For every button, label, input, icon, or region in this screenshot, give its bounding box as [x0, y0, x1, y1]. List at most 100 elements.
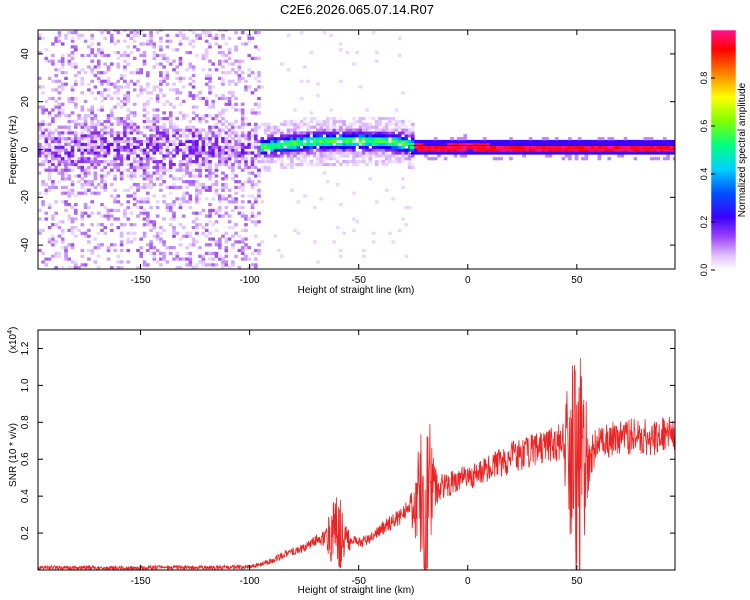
spectrogram-cell	[41, 151, 45, 155]
spectrogram-cell	[60, 85, 65, 89]
spectrogram-cell	[103, 180, 107, 184]
spectrogram-cell	[165, 185, 170, 189]
spectrogram-cell	[168, 223, 173, 227]
spectrogram-cell	[280, 160, 284, 164]
spectrogram-cell	[358, 119, 363, 124]
spectrogram-cell	[296, 128, 301, 132]
spectrogram-cell	[244, 217, 248, 221]
spectrogram-cell	[411, 134, 415, 138]
spectrogram-cell	[70, 260, 75, 264]
spectrogram-cell	[64, 151, 68, 155]
spectrogram-cell	[234, 148, 238, 152]
spectrogram-cell	[162, 154, 166, 158]
spectrogram-cell	[290, 122, 294, 126]
spectrogram-cell	[38, 122, 42, 126]
spectrogram-cell	[139, 251, 143, 255]
spectrogram-cell	[100, 31, 104, 35]
spectrogram-cell	[165, 82, 170, 86]
spectrogram-cell	[188, 162, 193, 167]
spectrogram-cell	[77, 117, 81, 121]
spectrogram-cell	[584, 145, 589, 149]
spectrogram-cell	[51, 145, 55, 149]
spectrogram-cell	[378, 154, 382, 158]
spectrogram-cell	[247, 177, 251, 181]
spectrogram-cell	[283, 151, 287, 155]
spectrogram-cell	[322, 125, 327, 129]
spectrogram-cell	[218, 197, 222, 201]
spectrogram-cell	[555, 148, 559, 152]
spectrogram-cell	[414, 145, 418, 149]
snr-y-tick-label: 0.4	[20, 489, 31, 503]
spectrogram-cell	[224, 246, 229, 250]
spectrogram-cell	[404, 142, 409, 146]
spectrogram-cell	[227, 139, 232, 144]
spectrogram-cell	[653, 139, 657, 144]
spectrogram-cell	[96, 243, 101, 247]
spectrogram-cell	[430, 145, 435, 149]
spectrogram-cell	[447, 148, 451, 152]
spectrogram-cell	[191, 134, 196, 138]
spectrogram-cell	[597, 157, 602, 161]
spectrogram-cell	[142, 168, 147, 172]
spectrogram-cell	[64, 177, 68, 181]
spectrogram-cell	[424, 145, 428, 149]
spectrogram-cell	[489, 148, 494, 152]
spectrogram-cell	[240, 134, 245, 138]
spectrogram-cell	[375, 154, 379, 158]
spectrogram-cell	[401, 217, 405, 221]
spectrogram-cell	[312, 154, 317, 158]
spectrogram-cell	[332, 154, 337, 158]
spectrogram-cell	[326, 117, 330, 121]
spectrogram-cell	[116, 168, 121, 172]
spectrogram-cell	[227, 128, 232, 132]
spectrogram-cell	[267, 125, 271, 129]
spectrogram-cell	[142, 165, 147, 169]
snr-x-label: Height of straight line (km)	[298, 585, 415, 596]
spectrogram-cell	[136, 79, 140, 83]
spectrogram-cell	[155, 31, 160, 35]
spectrogram-cell	[149, 36, 153, 40]
spectrogram-cell	[250, 142, 255, 146]
spectrogram-cell	[417, 139, 422, 144]
spectrogram-cell	[208, 208, 212, 212]
spectrogram-cell	[319, 139, 323, 144]
spectrogram-cell	[257, 105, 261, 109]
spectrogram-cell	[38, 33, 42, 37]
spectrogram-cell	[404, 157, 409, 161]
spectrogram-cell	[280, 128, 284, 132]
spectrogram-cell	[155, 128, 160, 132]
spectrogram-cell	[329, 131, 333, 135]
spectrogram-cell	[221, 154, 225, 158]
spectrogram-cell	[159, 148, 163, 152]
spectrogram-cell	[240, 237, 245, 241]
spectrogram-cell	[548, 139, 553, 144]
spectrogram-cell	[257, 180, 261, 184]
spectrogram-cell	[375, 137, 379, 141]
spectrogram-cell	[185, 125, 189, 129]
spectrogram-cell	[188, 82, 193, 86]
spectrogram-cell	[38, 134, 42, 138]
spectrogram-cell	[384, 145, 389, 149]
spectrogram-cell	[250, 165, 255, 169]
spectrogram-cell	[505, 142, 510, 146]
spectrogram-cell	[250, 211, 255, 215]
spectrogram-cell	[51, 162, 55, 167]
spectrogram-cell	[152, 122, 157, 126]
spectrogram-cell	[159, 263, 163, 267]
spectrogram-cell	[90, 79, 94, 83]
spectrogram-cell	[250, 220, 255, 224]
spectrogram-cell	[110, 168, 114, 172]
spectrogram-cell	[116, 30, 121, 32]
spectrogram-cell	[342, 119, 346, 124]
spectrogram-cell	[280, 134, 284, 138]
spectrogram-cell	[384, 157, 389, 161]
spectrogram-cell	[198, 197, 202, 201]
spectrogram-cell	[234, 185, 238, 189]
spectrogram-cell	[227, 51, 232, 55]
spectrogram-cell	[182, 33, 186, 37]
spectrogram-cell	[502, 145, 507, 149]
spectrogram-cell	[191, 266, 196, 269]
spectrogram-cell	[67, 160, 72, 164]
spectrogram-cell	[64, 248, 68, 253]
spectrogram-cell	[132, 102, 137, 106]
